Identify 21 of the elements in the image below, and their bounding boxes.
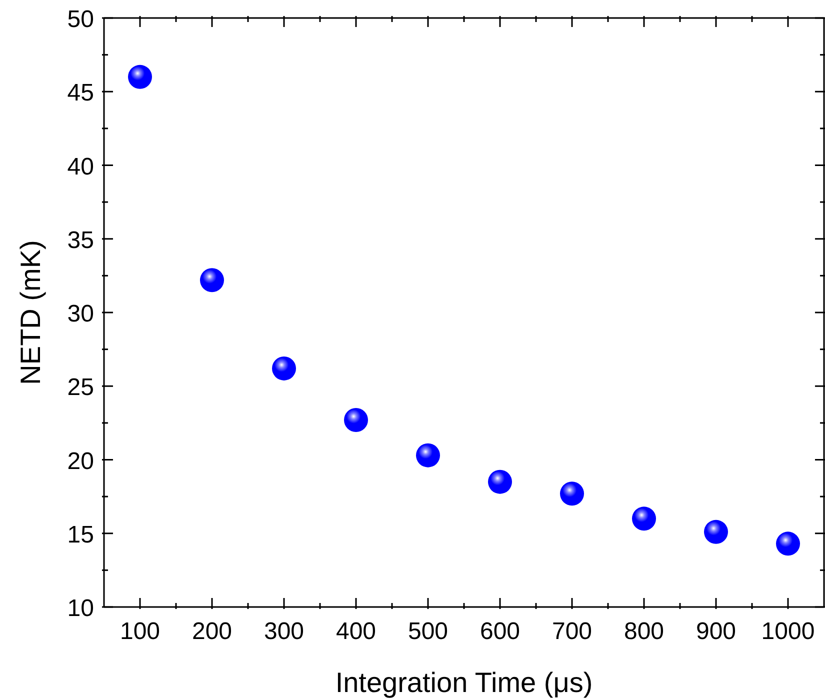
x-tick-label: 1000 bbox=[761, 618, 815, 645]
x-tick-label: 200 bbox=[192, 618, 232, 645]
y-tick-label: 50 bbox=[67, 6, 94, 33]
x-tick-label: 700 bbox=[552, 618, 592, 645]
y-tick-label: 15 bbox=[67, 521, 94, 548]
x-tick-label: 300 bbox=[264, 618, 304, 645]
y-tick-label: 30 bbox=[67, 300, 94, 328]
x-tick-label: 900 bbox=[696, 618, 736, 645]
y-tick-label: 40 bbox=[67, 153, 94, 180]
x-tick-label: 100 bbox=[120, 618, 160, 645]
y-tick-label: 35 bbox=[67, 226, 94, 254]
x-tick-label: 400 bbox=[336, 618, 376, 645]
x-axis-title: Integration Time (μs) bbox=[335, 667, 593, 698]
y-axis-title: NETD (mK) bbox=[15, 240, 46, 385]
y-tick-label: 45 bbox=[67, 80, 94, 107]
y-tick-label: 25 bbox=[67, 374, 94, 402]
y-tick-label: 20 bbox=[67, 448, 94, 475]
x-tick-label: 800 bbox=[624, 618, 664, 645]
x-tick-label: 500 bbox=[408, 618, 448, 645]
x-tick-label: 600 bbox=[480, 618, 520, 645]
y-tick-label: 10 bbox=[67, 595, 94, 622]
